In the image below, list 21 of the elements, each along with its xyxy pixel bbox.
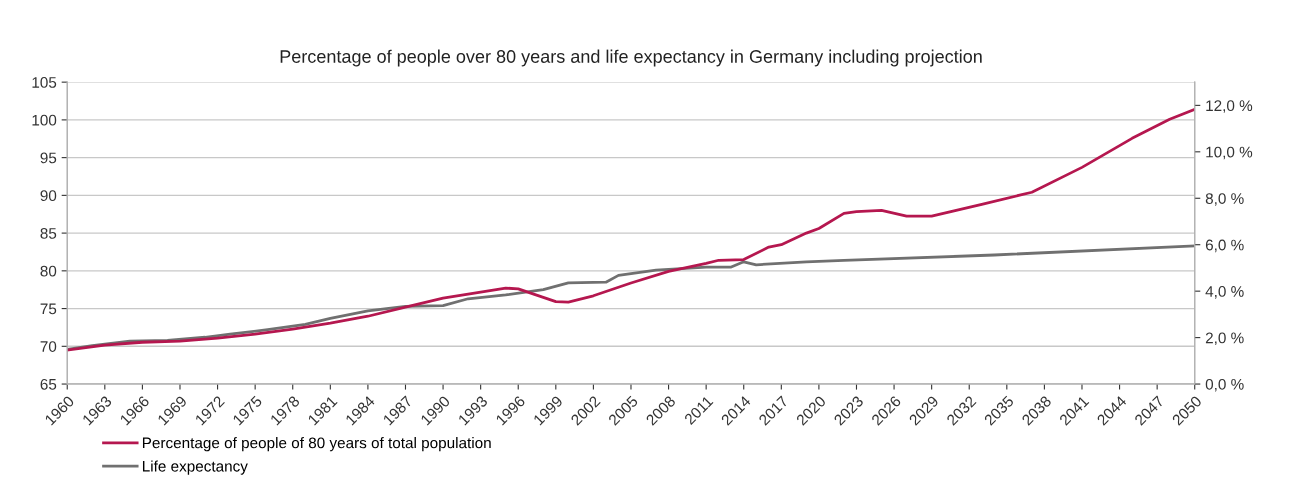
y-tick-label: 95 — [40, 152, 57, 164]
line-series — [67, 244, 1195, 351]
y-tick-label: 85 — [40, 227, 57, 239]
y-tick-label: 80 — [40, 265, 57, 277]
y2-tick-label: 0,0 % — [1205, 378, 1244, 392]
y-tick-label: 65 — [40, 378, 57, 390]
y2-tick-label: 8,0 % — [1205, 193, 1244, 206]
y-tick-label: 90 — [40, 190, 57, 202]
y2-tick-label: 2,0 % — [1205, 332, 1244, 346]
y2-tick-label: 12,0 % — [1206, 100, 1253, 113]
y2-tick-label: 6,0 % — [1205, 239, 1244, 253]
y-tick-label: 100 — [32, 114, 57, 126]
legend-label: Percentage of people of 80 years of total population — [142, 437, 491, 452]
y-tick-label: 105 — [32, 77, 57, 88]
y2-tick-label: 4,0 % — [1205, 286, 1244, 299]
legend-label: Life expectancy — [142, 460, 248, 475]
chart-title: Percentage of people over 80 years and life expectancy in Germany including projection — [280, 49, 982, 67]
y-tick-label: 70 — [40, 341, 57, 352]
y2-tick-label: 10,0 % — [1206, 146, 1253, 160]
y-tick-label: 75 — [40, 303, 57, 315]
line-series — [67, 107, 1195, 352]
